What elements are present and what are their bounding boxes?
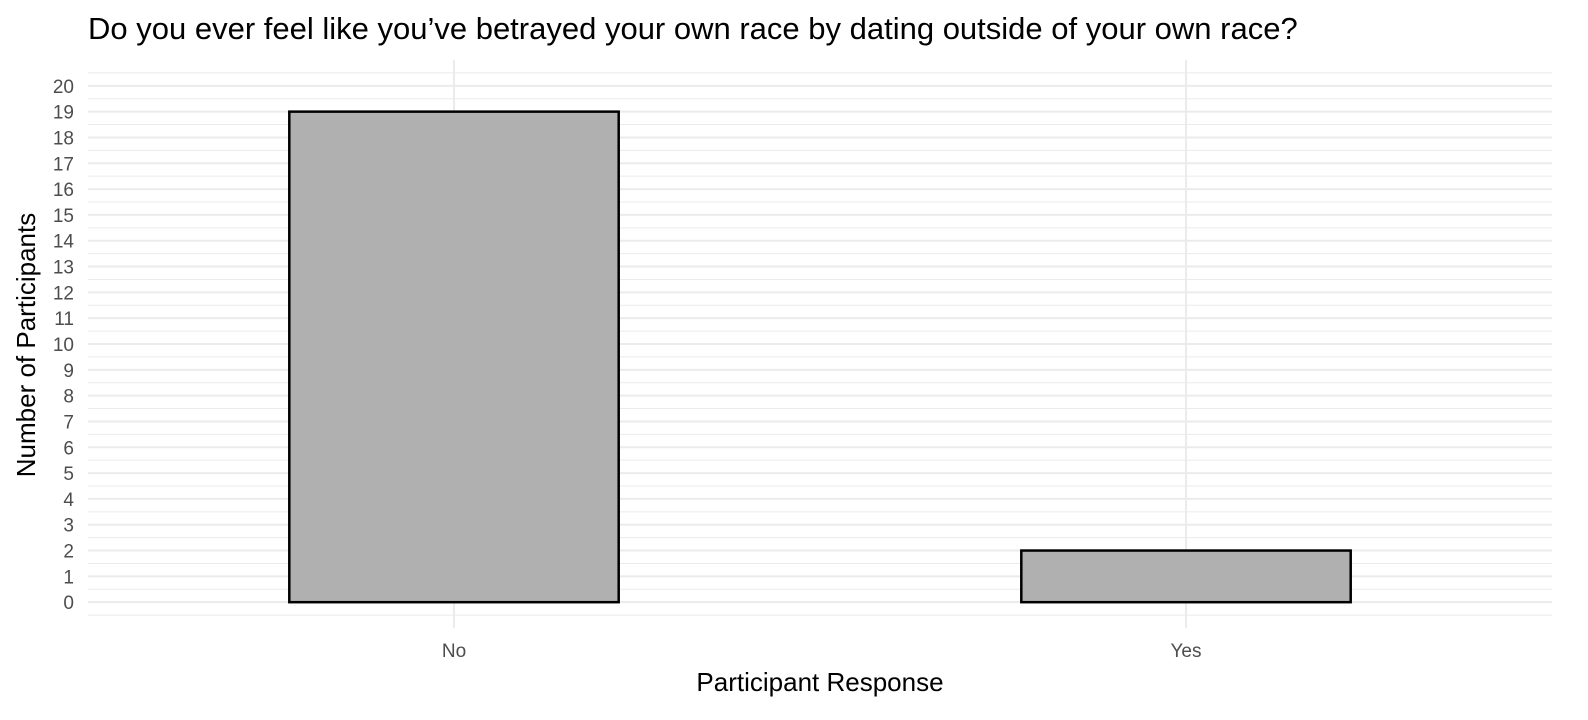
x-tick-label: No — [442, 641, 466, 662]
y-tick-label: 16 — [53, 180, 74, 201]
x-axis-title: Participant Response — [696, 667, 943, 697]
y-tick-label: 8 — [63, 387, 74, 408]
y-tick-label: 7 — [63, 412, 74, 433]
bar-no — [288, 110, 620, 604]
y-tick-label: 6 — [63, 438, 74, 459]
y-tick-label: 5 — [63, 464, 74, 485]
y-tick-label: 13 — [53, 258, 74, 279]
bar-yes — [1020, 549, 1352, 604]
x-axis-ticks: No Yes — [442, 641, 1202, 662]
y-tick-label: 10 — [53, 335, 74, 356]
y-tick-label: 19 — [53, 103, 74, 124]
y-tick-label: 9 — [63, 361, 74, 382]
y-tick-label: 0 — [63, 593, 74, 614]
x-tick-label: Yes — [1171, 641, 1202, 662]
y-tick-label: 15 — [53, 206, 74, 227]
y-tick-label: 4 — [63, 490, 74, 511]
y-tick-label: 1 — [63, 567, 74, 588]
y-tick-label: 2 — [63, 542, 74, 563]
y-tick-label: 18 — [53, 128, 74, 149]
y-tick-label: 3 — [63, 516, 74, 537]
y-tick-label: 17 — [53, 154, 74, 175]
y-axis-title: Number of Participants — [11, 213, 41, 477]
bars — [288, 110, 1352, 604]
y-tick-label: 20 — [53, 77, 74, 98]
y-tick-label: 14 — [53, 232, 75, 253]
y-tick-label: 12 — [53, 283, 74, 304]
chart-title: Do you ever feel like you’ve betrayed yo… — [88, 11, 1298, 46]
y-tick-label: 11 — [54, 309, 74, 330]
